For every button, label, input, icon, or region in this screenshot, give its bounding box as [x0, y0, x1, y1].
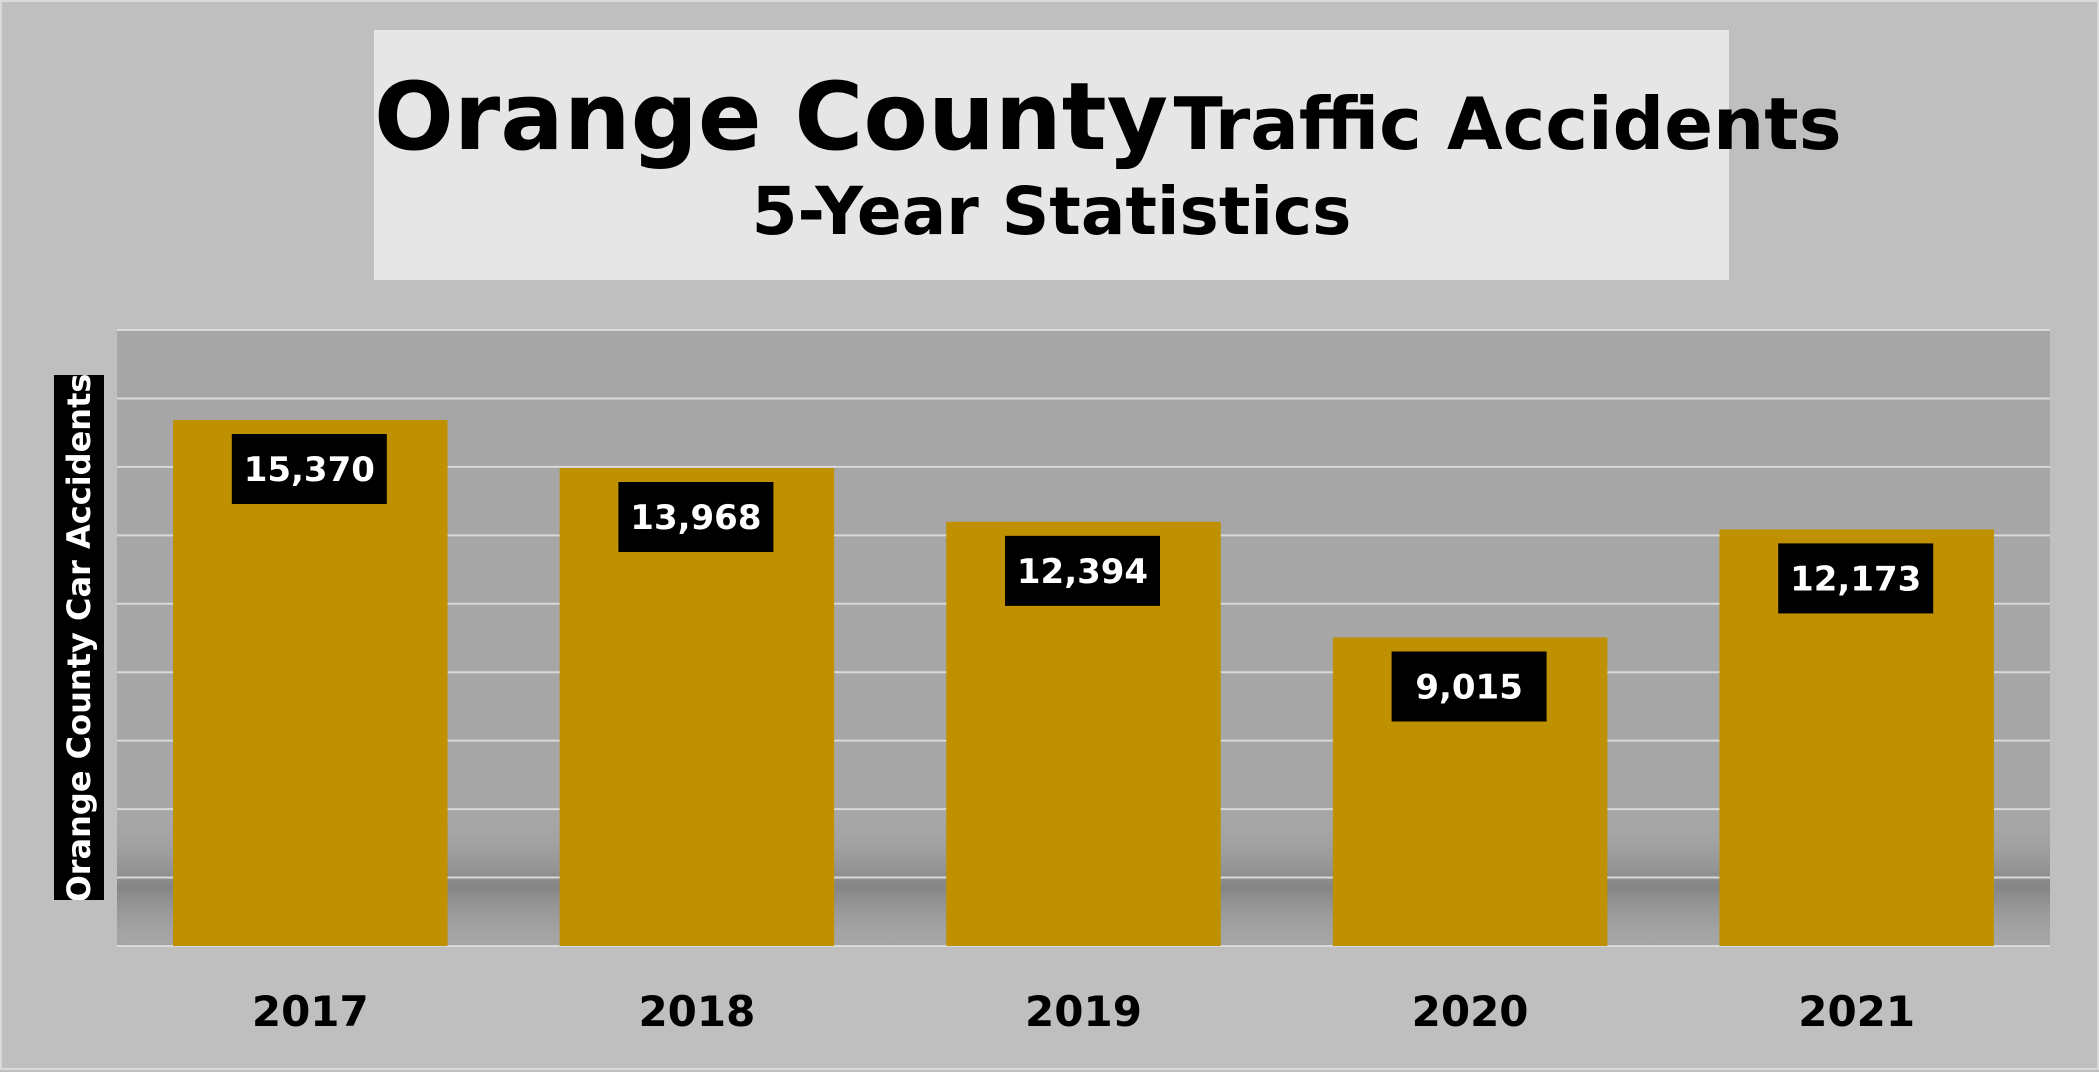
x-tick-label-2019: 2019	[1025, 987, 1142, 1036]
data-label-box-2018	[618, 481, 774, 552]
x-tick-label-2018: 2018	[638, 987, 755, 1036]
x-axis-ticks: 2017 2018 2019 2020 2021	[252, 987, 1915, 1036]
data-label-box-2019	[1005, 535, 1160, 606]
data-label-2018: 13,968	[630, 498, 761, 538]
chart-title: Orange County Traffic Accidents	[374, 63, 1842, 172]
chart-subtitle: 5-Year Statistics	[751, 173, 1352, 251]
title-rest: Traffic Accidents	[1173, 82, 1842, 166]
data-label-2020: 9,015	[1415, 667, 1523, 707]
bar-2017	[173, 420, 448, 946]
data-label-2019: 12,394	[1017, 552, 1148, 592]
y-axis-label: Orange County Car Accidents	[60, 375, 98, 900]
y-axis-label-box: Orange County Car Accidents	[54, 375, 104, 900]
data-label-2017: 15,370	[244, 450, 375, 490]
x-tick-label-2020: 2020	[1412, 987, 1529, 1036]
data-labels: 15,370 13,968 12,394 9,015 12,173	[231, 434, 1934, 722]
title-main: Orange County	[374, 63, 1168, 172]
data-label-2021: 12,173	[1790, 559, 1921, 599]
data-label-box-2021	[1778, 543, 1934, 614]
x-tick-label-2017: 2017	[252, 987, 369, 1036]
x-tick-label-2021: 2021	[1798, 987, 1915, 1036]
data-label-box-2020	[1391, 651, 1547, 722]
data-label-box-2017	[231, 434, 387, 505]
title-box: Orange County Traffic Accidents 5-Year S…	[374, 30, 1842, 280]
